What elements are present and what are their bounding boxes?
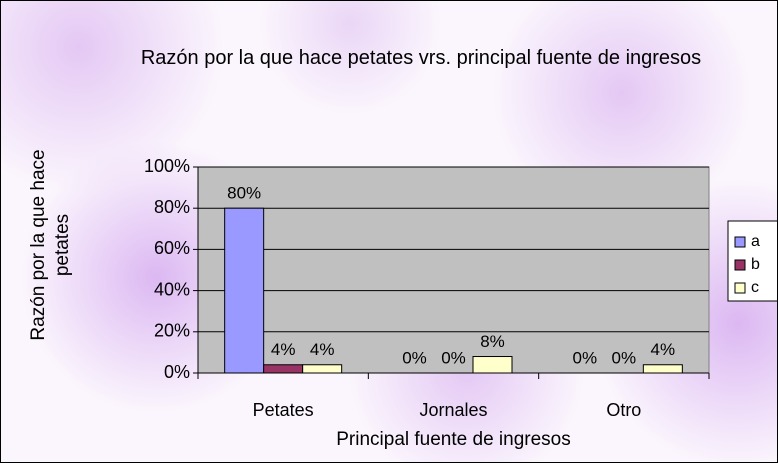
bar (642, 364, 683, 374)
legend-label: b (751, 256, 760, 273)
chart-title: Razón por la que hace petates vrs. princ… (140, 47, 702, 69)
bar (263, 364, 304, 374)
value-label: 0% (573, 348, 598, 367)
value-label: 8% (480, 332, 505, 351)
x-tick-label: Otro (606, 400, 641, 420)
value-label: 0% (612, 348, 637, 367)
x-tick-label: Petates (253, 400, 314, 420)
y-tick-label: 20% (154, 321, 190, 341)
x-tick-label: Jornales (419, 400, 487, 420)
legend-label: c (751, 279, 759, 296)
legend-label: a (751, 233, 760, 250)
legend-swatch (734, 282, 746, 294)
value-label: 0% (402, 348, 427, 367)
y-tick-label: 100% (144, 156, 190, 176)
legend-swatch (734, 259, 746, 271)
y-tick-label: 80% (154, 197, 190, 217)
legend-swatch (734, 236, 746, 248)
y-axis-label: Razón por la que hace petates (28, 149, 73, 341)
y-tick-label: 60% (154, 238, 190, 258)
value-label: 4% (271, 340, 296, 359)
bar (302, 364, 343, 374)
value-label: 80% (227, 184, 261, 203)
value-label: 4% (651, 340, 676, 359)
value-label: 4% (310, 340, 335, 359)
x-axis-label: Principal fuente de ingresos (336, 429, 571, 450)
bar (472, 356, 513, 374)
y-tick-label: 40% (154, 279, 190, 299)
bar (224, 207, 265, 374)
value-label: 0% (441, 348, 466, 367)
plot-area (197, 166, 710, 374)
y-tick-label: 0% (164, 362, 190, 382)
